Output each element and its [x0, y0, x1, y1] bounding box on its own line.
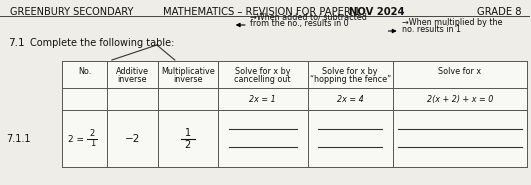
Text: 2x = 4: 2x = 4	[337, 95, 364, 103]
Text: GREENBURY SECONDARY: GREENBURY SECONDARY	[10, 7, 133, 17]
Text: Solve for x by: Solve for x by	[235, 66, 290, 75]
Text: 2 =: 2 =	[68, 134, 84, 144]
Text: →When multiplied by the: →When multiplied by the	[401, 18, 502, 27]
Text: NOV 2024: NOV 2024	[349, 7, 404, 17]
Text: no. results in 1: no. results in 1	[401, 25, 460, 34]
Text: “hopping the fence”: “hopping the fence”	[310, 75, 391, 83]
Text: 2: 2	[185, 140, 191, 150]
Bar	[62, 61, 527, 167]
Text: Complete the following table:: Complete the following table:	[30, 38, 174, 48]
Text: 2(x + 2) + x = 0: 2(x + 2) + x = 0	[427, 95, 493, 103]
Text: Solve for x: Solve for x	[439, 66, 482, 75]
Text: cancelling out: cancelling out	[235, 75, 291, 83]
Text: 2: 2	[90, 130, 95, 139]
Text: 1: 1	[185, 128, 191, 138]
Text: No.: No.	[78, 66, 91, 75]
Text: 7.1.1: 7.1.1	[6, 134, 30, 144]
Text: from the no., results in 0: from the no., results in 0	[250, 19, 348, 28]
Text: 2x = 1: 2x = 1	[250, 95, 276, 103]
Text: −2: −2	[125, 134, 140, 144]
Text: GRADE 8: GRADE 8	[477, 7, 521, 17]
Text: 7.1: 7.1	[8, 38, 24, 48]
Text: 1: 1	[90, 139, 95, 149]
Text: inverse: inverse	[173, 75, 202, 83]
Text: →When added to/ subtracted: →When added to/ subtracted	[250, 12, 366, 21]
Text: MATHEMATICS – REVISION FOR PAPER 1: MATHEMATICS – REVISION FOR PAPER 1	[163, 7, 363, 17]
Text: Multiplicative: Multiplicative	[161, 66, 215, 75]
Text: Solve for x by: Solve for x by	[322, 66, 378, 75]
Text: inverse: inverse	[118, 75, 147, 83]
Text: Additive: Additive	[116, 66, 149, 75]
